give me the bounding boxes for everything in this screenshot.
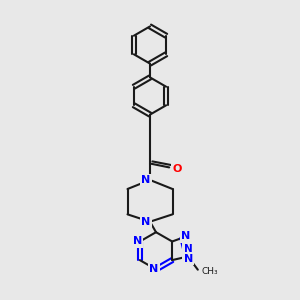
Text: CH₃: CH₃ bbox=[201, 267, 218, 276]
Text: N: N bbox=[184, 244, 193, 254]
Text: N: N bbox=[182, 231, 190, 241]
Text: O: O bbox=[172, 164, 182, 174]
Text: N: N bbox=[149, 264, 158, 274]
Text: N: N bbox=[133, 236, 142, 247]
Text: N: N bbox=[142, 217, 151, 227]
Text: N: N bbox=[184, 254, 193, 264]
Text: N: N bbox=[142, 175, 151, 185]
